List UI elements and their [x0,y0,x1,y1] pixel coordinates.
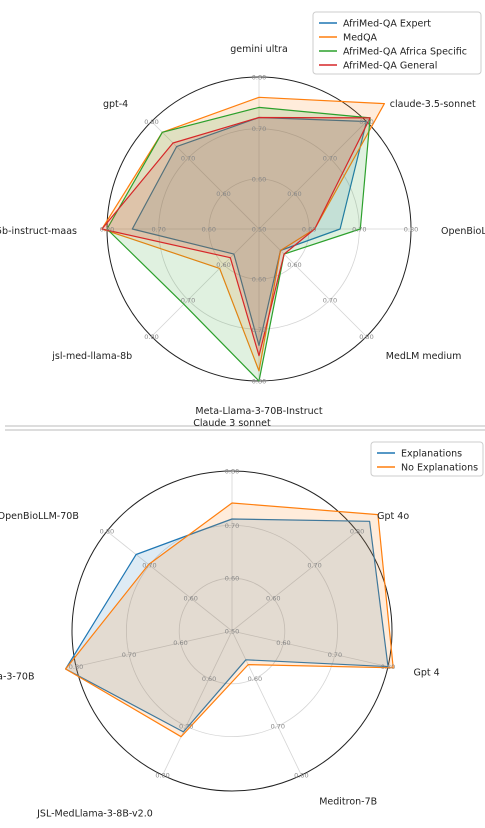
grid-spoke [231,630,302,776]
tick-label: 0.70 [271,723,285,731]
grid-spoke [75,630,233,667]
grid-spoke [258,228,367,337]
series-medqa [101,96,385,372]
legend-entry: Explanations [401,449,462,460]
tick-label: 0.70 [352,226,366,234]
legend-box [370,441,484,477]
tick-label: 0.60 [216,261,230,269]
series-explanations [64,518,389,733]
tick-label: 0.50 [252,226,266,234]
tick-label: 0.70 [323,296,337,304]
tick-label: 0.60 [202,226,216,234]
tick-label: 0.70 [307,562,321,570]
axis-label: Gpt 4 [414,668,440,679]
legend: Explanations No Explanations [370,441,484,477]
tick-label: 0.60 [173,639,187,647]
tick-label: 0.60 [287,261,301,269]
tick-label: 0.60 [225,575,239,583]
tick-label: 0.80 [350,528,364,536]
legend-box [312,11,482,75]
tick-label: 0.70 [225,522,239,530]
grid-spoke [106,530,233,632]
axis-label: gpt-4 [103,99,128,110]
tick-label: 0.80 [359,333,373,341]
axis-label: OpenBioLLM-70B [0,511,79,522]
axis-label: Gpt 4o [377,511,409,522]
grid-spoke [231,530,358,632]
tick-label: 0.80 [69,663,83,671]
legend-entry: AfriMed-QA Africa Specific [343,47,467,58]
tick-label: 0.70 [142,562,156,570]
tick-label: 0.80 [144,333,158,341]
tick-label: 0.80 [359,118,373,126]
tick-label: 0.60 [216,190,230,198]
tick-label: 0.70 [122,651,136,659]
tick-label: 0.80 [252,74,266,82]
grid-spoke [162,630,233,776]
axis-label: Claude 3 sonnet [193,418,271,429]
legend: AfriMed-QA Expert MedQA AfriMed-QA Africa … [312,11,482,75]
axis-label: Meta-Llama-3-70B [0,672,34,683]
tick-label: 0.60 [266,595,280,603]
legend-entry: MedQA [343,33,378,44]
tick-label: 0.80 [155,772,169,780]
tick-label: 0.70 [323,155,337,163]
radar-chart-explanations-comparison: 0.50 0.60 0.70 0.80 0.60 0.70 0.80 0.60 0.70 0.80… [0,418,484,819]
axis-label: JSL-MedLlama-3-8B-v2.0 [36,808,153,819]
tick-label: 0.60 [252,276,266,284]
tick-label: 0.60 [252,175,266,183]
series-afrimed-qa-general [101,116,371,357]
axis-label: gemini ultra [230,44,288,55]
grid-spoke [151,228,260,337]
axis-label: OpenBioLLM-70B [441,226,485,237]
tick-label: 0.80 [404,226,418,234]
tick-label: 0.70 [252,326,266,334]
axis-label: claude-3.5-sonnet [390,99,476,110]
tick-label: 0.60 [202,675,216,683]
tick-label: 0.70 [179,723,193,731]
tick-label: 0.70 [181,155,195,163]
tick-label: 0.80 [100,226,114,234]
series-no-explanations [64,502,394,738]
grid-spoke [231,630,389,667]
axis-label: MedLM medium [386,351,462,362]
tick-label: 0.60 [183,595,197,603]
axis-label: jsl-med-llama-8b [51,351,132,362]
tick-label: 0.50 [225,628,239,636]
series-afrimed-qa-africa-specific [106,106,371,382]
tick-label: 0.80 [225,468,239,476]
axis-label: Meditron-7B [319,796,377,807]
axis-label: Meta-Llama-3-70B-Instruct [195,406,322,417]
tick-label: 0.80 [144,118,158,126]
tick-label: 0.80 [252,378,266,386]
tick-label: 0.60 [248,675,262,683]
tick-label: 0.70 [328,651,342,659]
tick-label: 0.80 [100,528,114,536]
tick-label: 0.70 [151,226,165,234]
axis-label: llama3-405b-instruct-maas [0,226,77,237]
legend-entry: No Explanations [401,463,478,474]
tick-label: 0.60 [287,190,301,198]
legend-entry: AfriMed-QA General [343,61,437,72]
tick-label: 0.60 [302,226,316,234]
tick-label: 0.70 [181,296,195,304]
grid-spoke [258,121,367,230]
tick-label: 0.60 [276,639,290,647]
tick-label: 0.70 [252,125,266,133]
radar-chart-model-accuracy-by-dataset: 0.50 0.60 0.70 0.80 0.60 0.70 0.80 0.60 0.70 0.80… [0,11,485,417]
series-afrimed-qa-expert [131,116,368,347]
legend-entry: AfriMed-QA Expert [343,19,431,30]
tick-label: 0.80 [381,663,395,671]
grid-spoke [151,121,260,230]
tick-label: 0.80 [294,772,308,780]
